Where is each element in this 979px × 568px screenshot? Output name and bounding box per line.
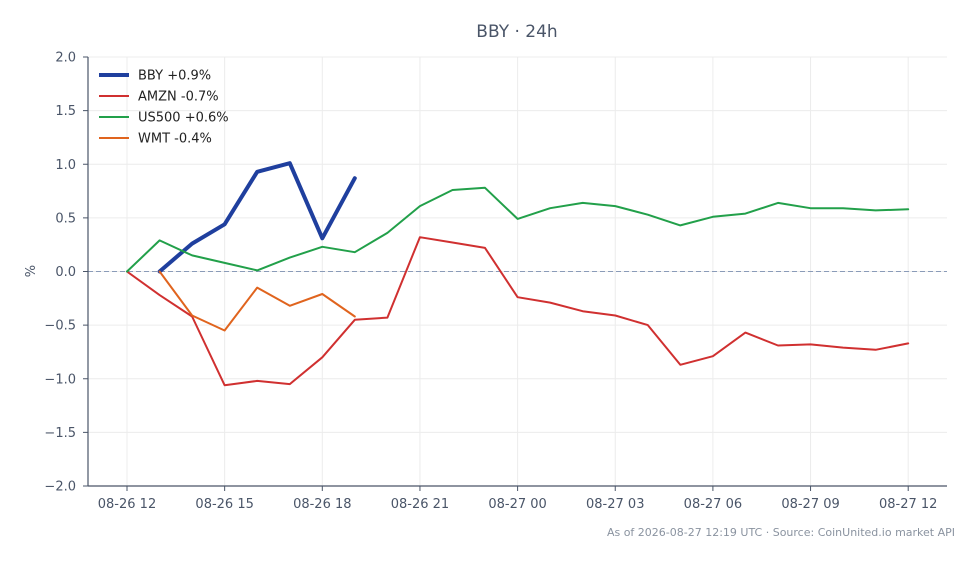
y-tick-label: 0.5 — [55, 211, 76, 226]
x-tick-label: 08-26 12 — [98, 497, 156, 512]
legend-label: US500 +0.6% — [138, 111, 229, 126]
x-tick-label: 08-26 15 — [195, 497, 253, 512]
y-tick-label: 0.0 — [55, 265, 76, 280]
y-axis-label: % — [24, 265, 39, 277]
series-line-wmt — [158, 270, 356, 332]
legend-label: BBY +0.9% — [138, 69, 211, 84]
x-tick-label: 08-27 06 — [684, 497, 742, 512]
chart-title: BBY · 24h — [476, 22, 557, 42]
x-tick-label: 08-27 00 — [488, 497, 546, 512]
grid — [88, 56, 947, 487]
x-tick-label: 08-27 03 — [586, 497, 644, 512]
y-tick-label: −0.5 — [44, 319, 76, 334]
x-tick-label: 08-27 12 — [879, 497, 937, 512]
series-line-us500 — [126, 186, 910, 273]
y-tick-label: −1.5 — [44, 426, 76, 441]
series-line-bby — [157, 161, 357, 274]
series-line-amzn — [126, 236, 910, 387]
x-tick-label: 08-27 09 — [781, 497, 839, 512]
x-tick-label: 08-26 21 — [391, 497, 449, 512]
series-lines — [126, 161, 910, 387]
x-tick-label: 08-26 18 — [293, 497, 351, 512]
y-tick-label: 2.0 — [55, 51, 76, 66]
y-tick-label: −2.0 — [44, 480, 76, 495]
y-tick-label: 1.5 — [55, 104, 76, 119]
legend-label: WMT -0.4% — [138, 132, 212, 147]
source-note: As of 2026-08-27 12:19 UTC · Source: Coi… — [606, 526, 955, 539]
legend-label: AMZN -0.7% — [138, 90, 219, 105]
y-tick-label: 1.0 — [55, 158, 76, 173]
legend: BBY +0.9% AMZN -0.7% US500 +0.6% WMT -0.4% — [99, 69, 229, 147]
y-tick-label: −1.0 — [44, 372, 76, 387]
axes: 2.0 1.5 1.0 0.5 0.0 −0.5 −1.0 −1.5 −2.0 08-26 12 0… — [44, 51, 947, 512]
